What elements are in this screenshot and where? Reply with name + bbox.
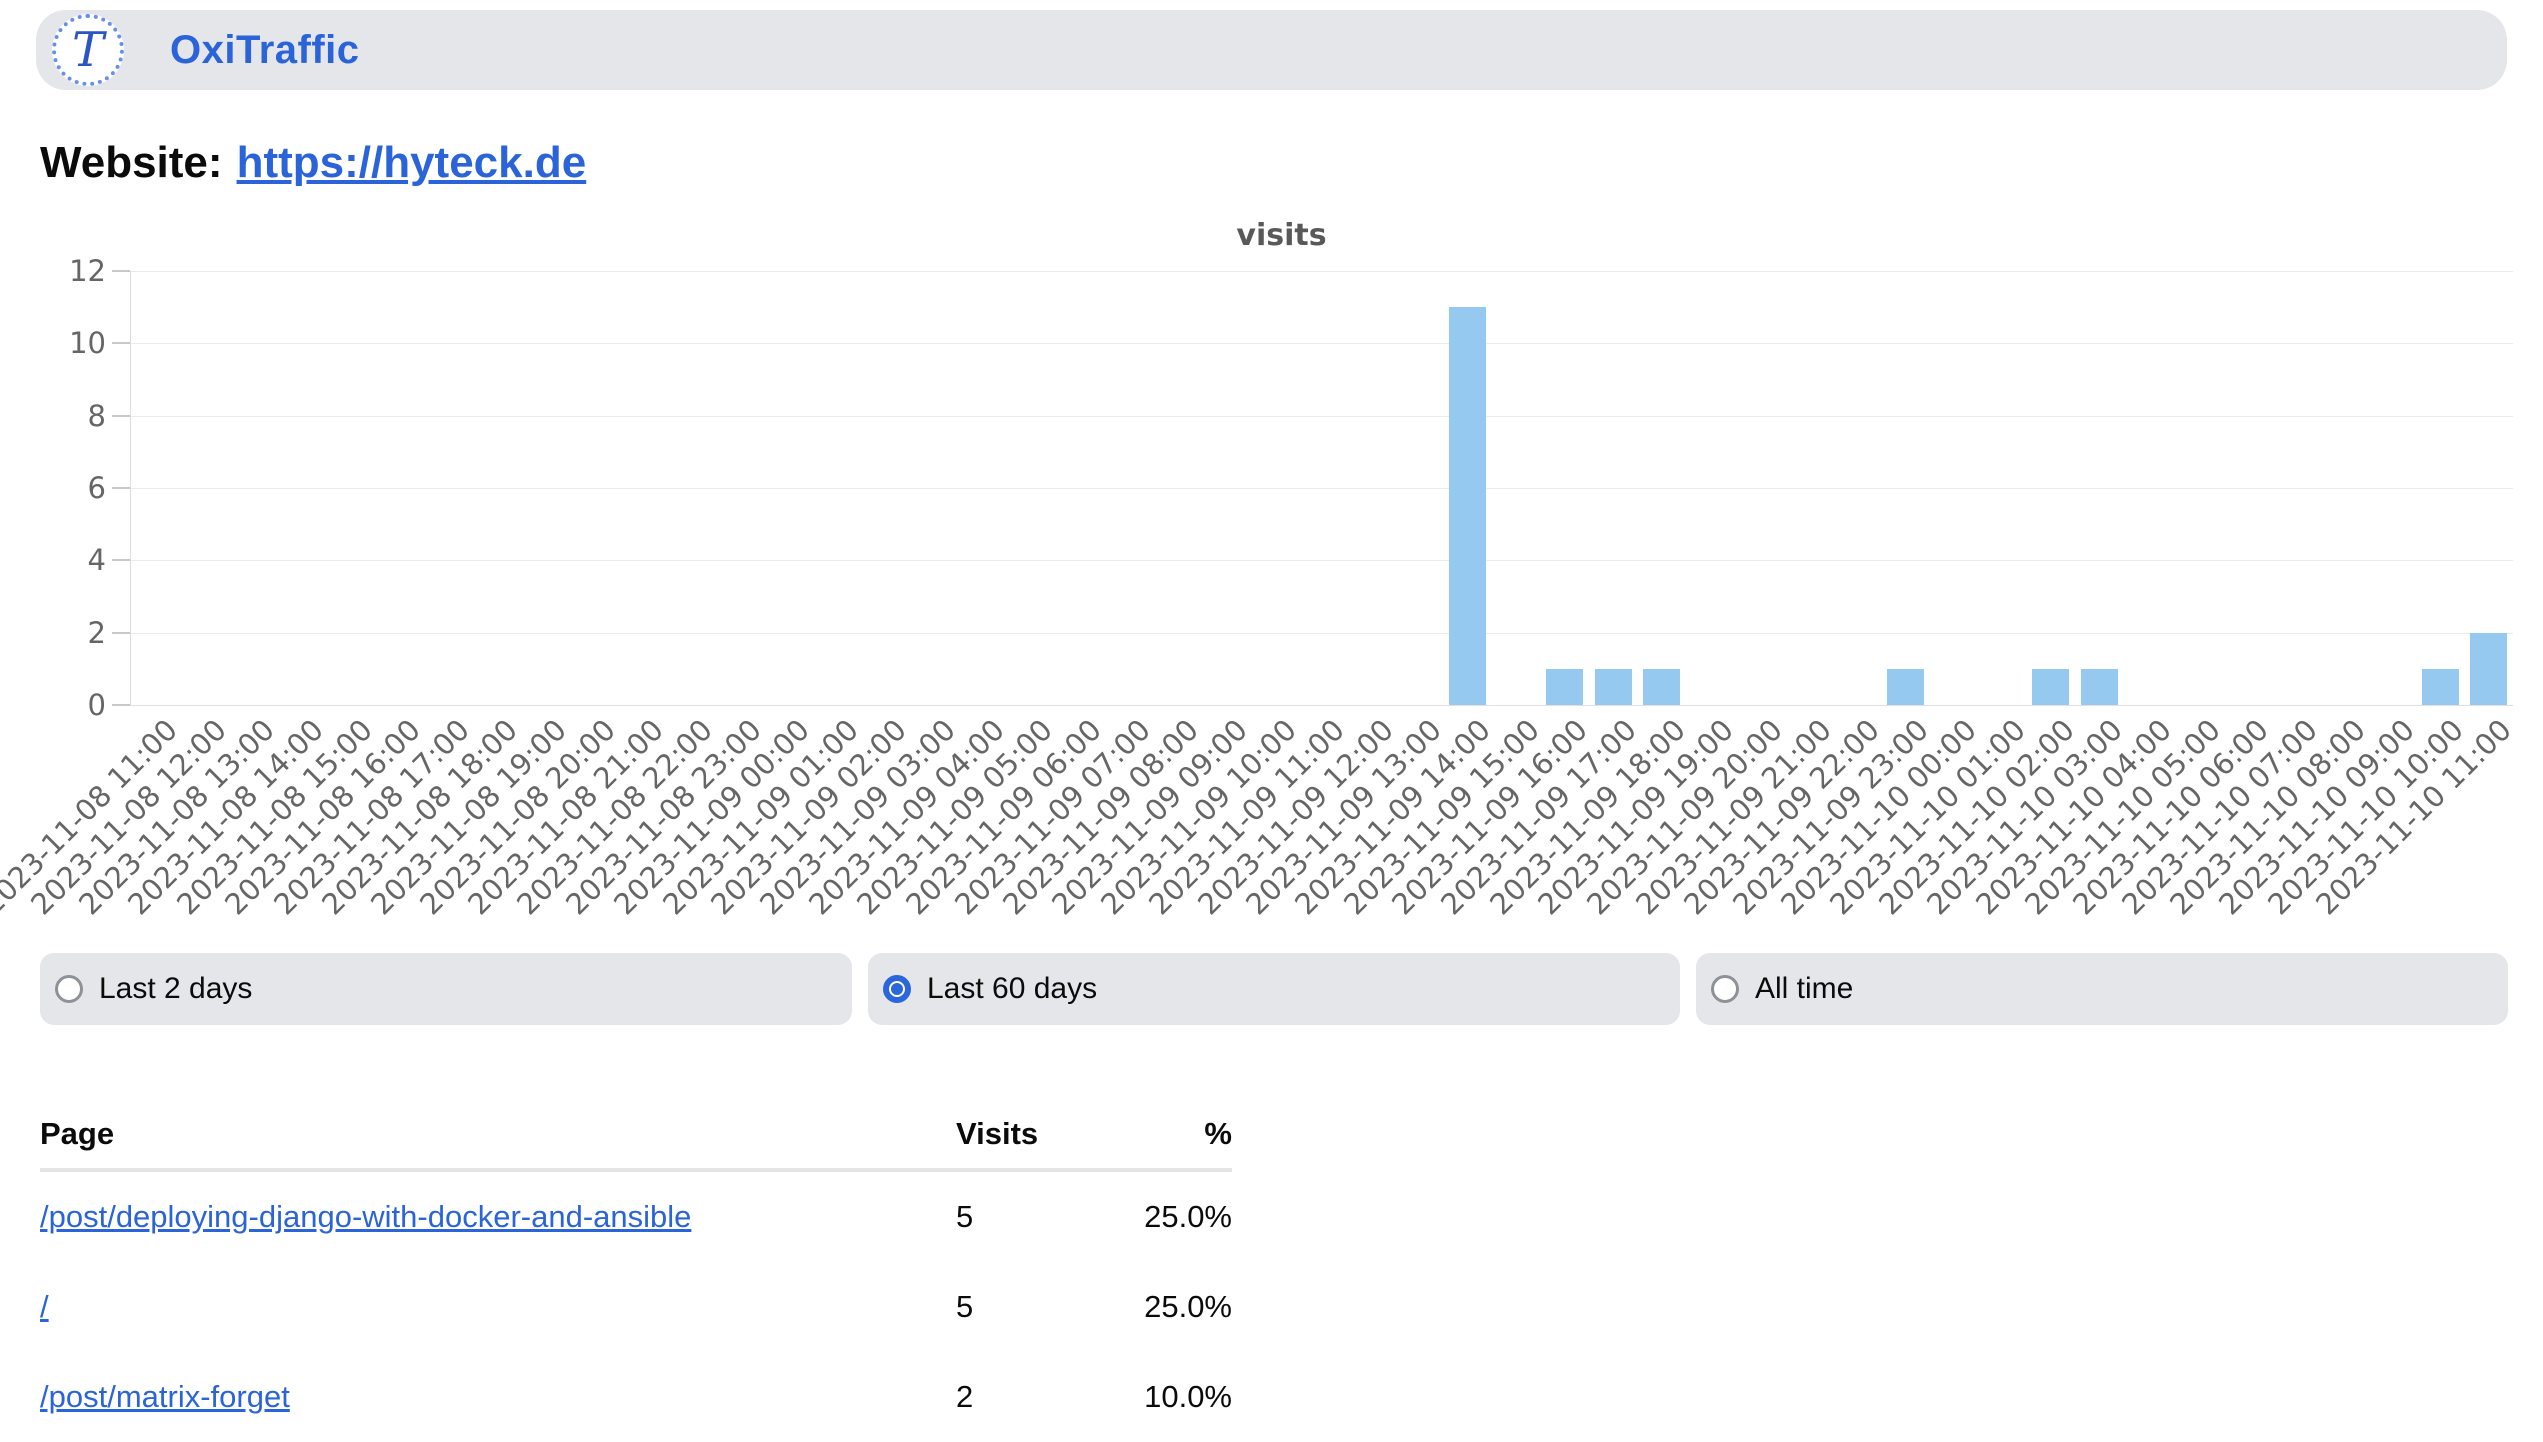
y-axis-tick [112,559,130,562]
y-axis-label: 2 [87,615,106,650]
visits-cell: 5 [956,1199,974,1234]
y-axis-label: 4 [87,543,106,578]
gridline-y6 [130,488,2513,489]
page-link[interactable]: / [40,1289,49,1324]
website-link[interactable]: https://hyteck.de [236,138,587,187]
table-row: /post/deploying-django-with-docker-and-a… [40,1170,1232,1262]
chart-bar [1886,668,1924,705]
visits-chart: visits 0 2 4 6 8 10 12 2023-11-08 11:00 2023-11-… [0,218,2518,921]
range-option-label: All time [1755,972,1854,1005]
page-link[interactable]: /post/matrix-forget [40,1379,290,1414]
chart-bar [2421,668,2459,705]
pages-table: Page Visits % /post/deploying-django-wit… [40,1116,1232,1442]
chart-title: visits [1236,218,1327,253]
range-option-label: Last 2 days [99,972,253,1005]
gridline-y12 [130,271,2513,272]
website-label: Website: [40,138,223,187]
page-cell: /post/deploying-django-with-docker-and-a… [40,1170,956,1262]
y-axis-tick [112,487,130,489]
chart-bar [2081,668,2119,705]
visits-cell: 2 [956,1379,974,1414]
table-row: / 5 25.0% [40,1262,1232,1352]
gridline-y2 [130,632,2513,634]
gridline-y8 [130,415,2513,417]
gridline-y10 [130,343,2513,345]
chart-bar [1546,668,1584,705]
y-axis-label: 10 [69,326,106,361]
range-option-last-2-days[interactable]: Last 2 days [40,953,852,1025]
percent-cell: 25.0% [1144,1199,1232,1234]
page-cell: /post/matrix-forget [40,1352,956,1442]
y-axis-tick [112,704,130,706]
y-axis-tick [112,342,130,345]
table-header-row: Page Visits % [40,1116,1232,1172]
y-axis-tick [112,414,130,417]
y-axis-tick [112,270,130,272]
y-axis-label: 12 [69,254,106,288]
y-axis-line [130,271,131,705]
column-header-percent: % [1116,1116,1232,1172]
gridline-y4 [130,560,2513,562]
chart-bar [2032,668,2070,705]
percent-cell: 10.0% [1144,1379,1232,1414]
gridline-y0 [130,705,2513,706]
y-axis-label: 8 [87,398,106,433]
logo-letter: T [71,22,104,78]
y-axis-label: 0 [87,688,106,722]
visits-cell: 5 [956,1289,974,1324]
radio-unselected-icon[interactable] [1711,975,1739,1003]
column-header-visits: Visits [956,1116,1116,1172]
app-header: T OxiTraffic [36,10,2507,90]
brand-link[interactable]: OxiTraffic [170,27,360,72]
table-row: /post/matrix-forget 2 10.0% [40,1352,1232,1442]
y-axis-tick [112,631,130,634]
chart-bar [1643,668,1681,705]
page-link[interactable]: /post/deploying-django-with-docker-and-a… [40,1199,692,1234]
app-logo-icon: T [52,14,124,86]
radio-unselected-icon[interactable] [55,975,83,1003]
range-option-label: Last 60 days [927,972,1098,1005]
website-heading: Website: https://hyteck.de [40,138,586,188]
percent-cell: 25.0% [1144,1289,1232,1324]
column-header-page: Page [40,1116,956,1172]
range-option-all-time[interactable]: All time [1696,953,2508,1025]
chart-bar [2470,632,2508,705]
range-option-last-60-days[interactable]: Last 60 days [868,953,1680,1025]
radio-selected-icon[interactable] [883,975,911,1003]
y-axis-label: 6 [87,471,106,505]
chart-bar [1448,307,1486,705]
page-cell: / [40,1262,956,1352]
time-range-selector: Last 2 days Last 60 days All time [40,953,2508,1025]
chart-bar [1594,668,1632,705]
